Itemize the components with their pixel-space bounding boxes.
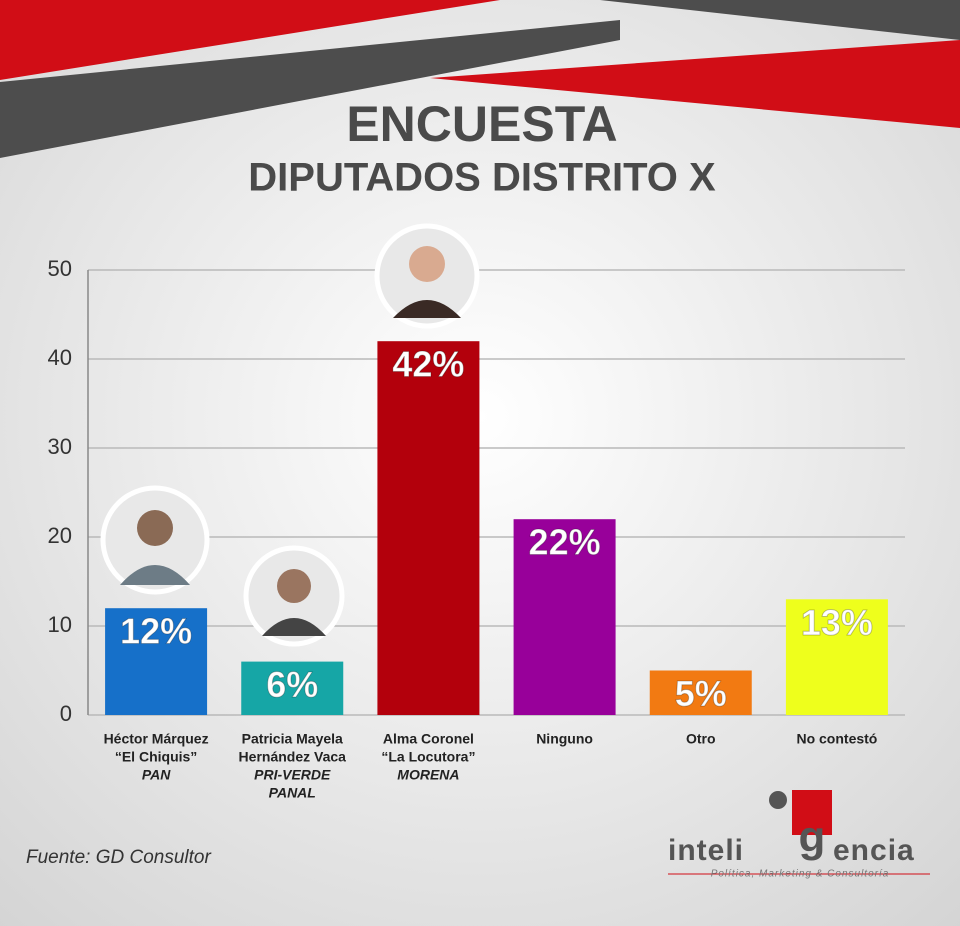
logo: inteli g encia Política, Marketing & Con… [668, 790, 930, 880]
stripe [0, 20, 620, 158]
x-tick-label: “El Chiquis” [115, 749, 197, 765]
bar [241, 661, 344, 715]
stripe [430, 40, 960, 128]
stripe [0, 0, 500, 80]
y-tick-label: 10 [48, 612, 72, 637]
photo-body [262, 618, 326, 636]
x-tick-label: Patricia Mayela [242, 731, 343, 747]
x-tick-label: Héctor Márquez [104, 731, 209, 747]
logo-dot [769, 791, 787, 809]
bar [105, 608, 208, 715]
plot: 0 10 20 30 40 50 12% Héctor Márquez “El Chiquis”… [48, 256, 905, 801]
x-tick-label: Alma Coronel [383, 731, 474, 747]
party-label: PRI-VERDE [254, 767, 331, 783]
photo-face [137, 510, 173, 546]
photos [100, 223, 480, 647]
value-label: 12% [120, 611, 192, 652]
x-tick-label: Hernández Vaca [239, 749, 347, 765]
logo-tagline: Política, Marketing & Consultoría [711, 869, 890, 880]
value-label: 42% [392, 344, 464, 385]
x-tick-label: Ninguno [536, 731, 593, 747]
x-tick-label: No contestó [796, 731, 877, 747]
source: Fuente: GD Consultor [26, 847, 211, 868]
value-label: 5% [675, 673, 727, 714]
bar [649, 670, 752, 715]
party-label: PAN [142, 767, 171, 783]
logo-right: encia [833, 834, 915, 867]
y-tick-label: 40 [48, 345, 72, 370]
value-label: 6% [266, 664, 318, 705]
stripe [600, 0, 960, 40]
y-tick-label: 20 [48, 523, 72, 548]
y-tick-label: 0 [60, 701, 72, 726]
photo-body [393, 300, 461, 318]
party-label: PANAL [269, 785, 316, 801]
photo-body [120, 565, 190, 585]
logo-mark: g [799, 813, 826, 862]
x-tick-label: Otro [686, 731, 716, 747]
y-tick-label: 30 [48, 434, 72, 459]
bar [785, 599, 888, 715]
party-label: MORENA [397, 767, 459, 783]
logo-mark-bg [792, 790, 832, 835]
chart-title: ENCUESTA [346, 96, 617, 152]
bar [513, 519, 616, 715]
logo-left: inteli [668, 834, 744, 867]
bar [377, 341, 480, 715]
y-tick-label: 50 [48, 256, 72, 281]
value-label: 13% [801, 602, 873, 643]
chart-subtitle: DIPUTADOS DISTRITO X [248, 156, 716, 200]
value-label: 22% [529, 522, 601, 563]
x-tick-label: “La Locutora” [381, 749, 475, 765]
photo-face [409, 246, 445, 282]
photo-face [277, 569, 311, 603]
